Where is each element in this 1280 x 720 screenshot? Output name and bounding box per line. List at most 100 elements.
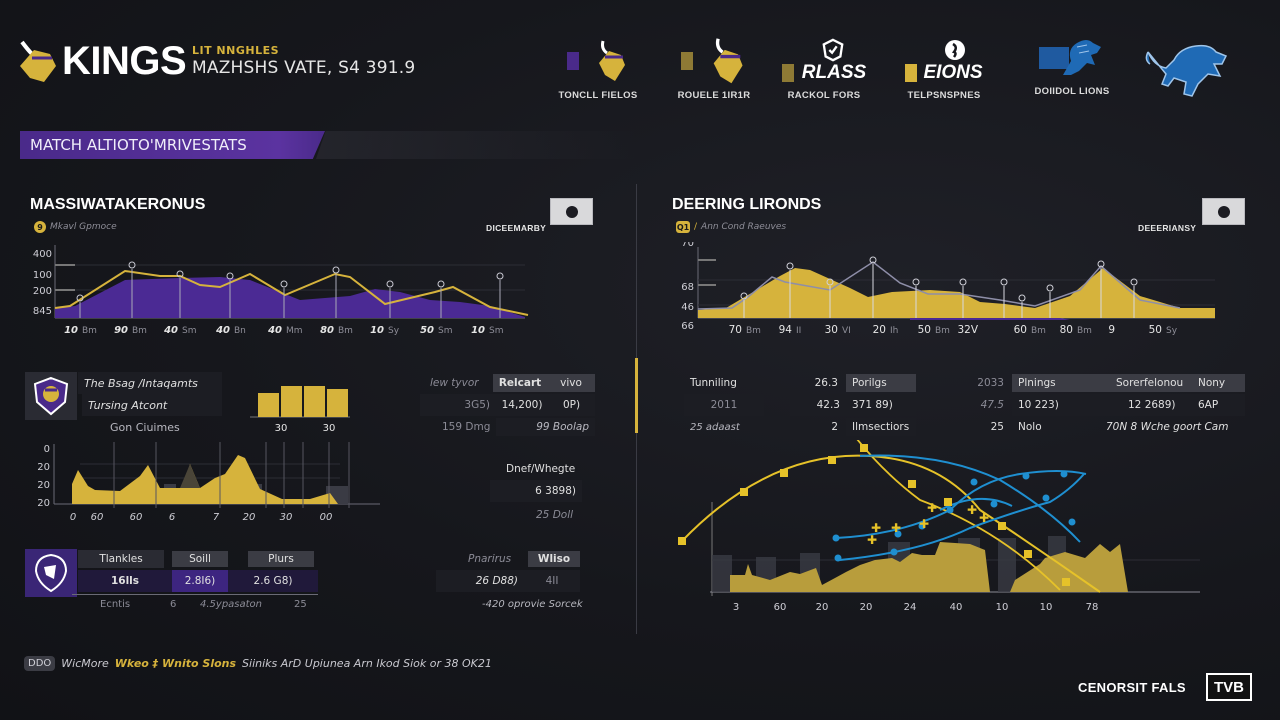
trajectory-blue (835, 470, 1087, 539)
panel-divider-accent (635, 358, 638, 433)
right-panel-subtitle: Q1 / Ann Cond Raeuves (676, 221, 787, 233)
y-tick-label: 100 (33, 270, 52, 281)
data-point (437, 280, 445, 288)
ticker-text: Siiniks ArD Upiunea Arn Ikod Siok or 38 … (242, 657, 492, 670)
team-item[interactable]: DOIIDOL LIONS (1022, 38, 1122, 97)
team-label: TELPSNSPNES (907, 90, 981, 101)
data-point (176, 270, 184, 278)
blue-marker (894, 530, 902, 538)
y-tick-label: 20 (37, 480, 50, 491)
gold-marker (944, 498, 952, 506)
data-point (332, 266, 340, 274)
data-point (496, 272, 504, 280)
x-tick-label: 70 (729, 324, 742, 336)
tackles-cell: 2.8I6) (172, 570, 228, 592)
side-stat-caption: 25 Doll (536, 509, 574, 521)
team-swatch (567, 52, 579, 70)
x-tick-unit: Bn (234, 326, 246, 336)
x-tick-label: 30 (825, 324, 838, 336)
x-tick-label: 20 (816, 602, 829, 613)
blue-marker (1060, 470, 1068, 478)
right-area-chart: 70 68 46 66 70 Bm 94 II 30 VI 20 Ih 50 Bm 32V 60 Bm 80 Bm 9… (681, 242, 1215, 336)
mode-toggle-button[interactable] (550, 198, 593, 225)
tackles-col-header[interactable]: Plurs (248, 551, 314, 567)
x-tick-unit: Bm (1077, 326, 1092, 336)
practice-col-header[interactable]: Wliso (528, 551, 580, 567)
x-tick-label: 90 (114, 325, 128, 336)
table-a-cell: 25 adaast (690, 421, 740, 433)
x-tick-label: 50 (1149, 324, 1162, 336)
section-banner: MATCH ALTIOTO'MRIVESTATS (20, 131, 325, 159)
blue-marker (832, 534, 840, 542)
tackles-col-header[interactable]: Tlankles (78, 550, 164, 568)
team-item[interactable]: EIONS TELPSNSPNES (894, 38, 994, 101)
x-tick-unit: Bm (338, 326, 353, 336)
tackles-axis (72, 594, 318, 595)
team-shield (25, 372, 77, 420)
mode-toggle-button[interactable] (1202, 198, 1245, 225)
practice-caption: -420 oprovie Sorcek (482, 598, 583, 610)
team-item[interactable] (1138, 38, 1238, 106)
stats-cell: 99 Boolap (496, 418, 595, 436)
left-mountain-chart: 0 20 20 20 0 60 60 6 7 20 30 00 (37, 442, 380, 523)
y-tick-label: 66 (681, 321, 694, 332)
x-tick-unit: Sm (182, 326, 196, 336)
tackles-col-header[interactable]: Soill (172, 551, 228, 567)
stats-cell: 159 Dmg (442, 421, 491, 433)
gold-marker (678, 537, 686, 545)
y-tick-label: 70 (681, 242, 694, 249)
stats-col-header[interactable]: vivo (547, 374, 595, 392)
x-tick-unit: II (796, 326, 801, 336)
stats-col-header[interactable]: Relcart (493, 374, 547, 392)
tackles-cell: 2.6 G8) (228, 570, 318, 592)
table-b-col-header[interactable]: Sorerfelonou (1116, 377, 1184, 389)
table-a-label: Tunniling (690, 377, 737, 389)
y-tick-label: 46 (681, 302, 694, 313)
shield-logo-icon (33, 376, 69, 416)
tackles-cell: 16lls (78, 570, 172, 592)
team-item[interactable]: RLASS RACKOL FORS (774, 38, 874, 101)
y-tick-label: 20 (37, 462, 50, 473)
gold-marker (860, 444, 868, 452)
team-label: DOIIDOL LIONS (1034, 86, 1110, 97)
team-item[interactable]: ROUELE 1IR1R (664, 38, 764, 101)
broadcaster-name: CENORSIT FALS (1078, 680, 1186, 695)
table-b-col-header[interactable]: Nony (1198, 377, 1226, 389)
table-b-cell: 25 (990, 421, 1004, 433)
x-tick-label: 6 (169, 512, 175, 523)
team-item[interactable]: TONCLL FIELOS (548, 38, 648, 101)
practice-cell: 26 D88) (436, 570, 524, 592)
gold-marker (740, 488, 748, 496)
x-tick-label: 94 (779, 324, 793, 336)
player-role: Tursing Atcont (82, 394, 222, 416)
brand-subtitle: LIT NNGHLES MAZHSHS VATE, S4 391.9 (192, 44, 415, 78)
x-tick-label: 40 (163, 325, 178, 336)
data-point (1000, 278, 1008, 286)
table-b-col-header[interactable]: Plnings (1018, 377, 1056, 389)
table-a-cell: 2 (831, 421, 838, 433)
x-tick-label: 20 (860, 602, 873, 613)
y-tick-label: 68 (681, 282, 694, 293)
team-swatch (781, 64, 794, 82)
tackles-footer: 4.5ypasaton (200, 598, 263, 610)
badge-icon: Q1 (676, 221, 690, 233)
table-a-cell: 2011 (684, 394, 764, 416)
data-point (1097, 260, 1105, 268)
x-tick-label: 40 (215, 325, 230, 336)
gold-marker (998, 522, 1006, 530)
bg-bar (712, 555, 732, 592)
blue-marker (918, 522, 926, 530)
blue-marker (946, 506, 954, 514)
data-point (386, 280, 394, 288)
tackles-footer: 6 (170, 598, 177, 610)
table-a-header[interactable]: Porilgs (846, 374, 916, 392)
practice-col-header[interactable]: Pnarirus (468, 553, 512, 565)
table-a-cell: 371 89) (846, 394, 916, 416)
blue-marker (1022, 472, 1030, 480)
stats-cell: 3G5) (420, 394, 496, 416)
lion-icon (1063, 40, 1101, 75)
highlight-peak (180, 464, 200, 488)
y-tick-label: 0 (44, 444, 50, 455)
x-tick-label: 30 (275, 423, 288, 434)
left-panel-subtitle: 9 Mkavl Gpmoce (34, 221, 117, 233)
